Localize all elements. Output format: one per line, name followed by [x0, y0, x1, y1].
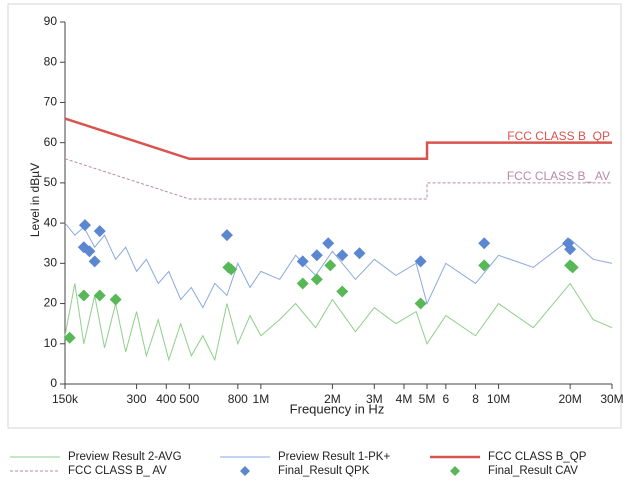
y-tick-label: 50 [44, 175, 58, 189]
legend-label: Preview Result 1-PK+ [278, 451, 390, 463]
legend-label: Final_Result QPK [278, 465, 370, 477]
data-point [78, 219, 91, 232]
y-tick-label: 60 [44, 135, 58, 149]
data-point [63, 331, 76, 344]
series-line [64, 117, 612, 161]
data-point [296, 277, 309, 290]
data-point [88, 255, 101, 268]
x-tick-label: 150k [52, 392, 79, 406]
series-line [64, 222, 613, 309]
data-point [478, 237, 491, 250]
data-point [77, 289, 90, 302]
y-tick-label: 80 [44, 54, 58, 68]
x-tick-label: 2M [324, 392, 341, 406]
x-tick-label: 30M [600, 392, 623, 406]
annotation: FCC CLASS B_QP [507, 129, 610, 143]
x-tick-label: 300 [127, 392, 147, 406]
y-tick-label: 0 [50, 376, 57, 390]
x-tick-label: 400 [156, 392, 176, 406]
data-point [109, 293, 122, 306]
legend-label: FCC CLASS B_QP [488, 451, 587, 463]
x-tick-label: 5M [419, 392, 436, 406]
data-point [220, 229, 233, 242]
series-line [64, 282, 613, 362]
x-tick-label: 3M [366, 392, 383, 406]
y-axis-title: Level in dBµV [28, 163, 42, 237]
data-point [564, 243, 577, 256]
x-tick-label: 4M [396, 392, 413, 406]
x-tick-label: 500 [179, 392, 199, 406]
data-point [336, 249, 349, 262]
x-tick-label: 10M [487, 392, 510, 406]
x-axis-title: Frequency in Hz [290, 401, 385, 416]
annotation: FCC CLASS B_ AV [507, 169, 610, 183]
data-point [336, 285, 349, 298]
data-point [414, 297, 427, 310]
y-tick-label: 10 [44, 336, 58, 350]
y-tick-label: 40 [44, 215, 58, 229]
data-point [296, 255, 309, 268]
legend-swatch [240, 466, 250, 476]
data-point [353, 247, 366, 260]
data-point [225, 263, 238, 276]
data-point [322, 237, 335, 250]
y-tick-label: 70 [44, 95, 58, 109]
x-tick-label: 800 [228, 392, 248, 406]
y-tick-label: 30 [44, 256, 58, 270]
data-point [414, 255, 427, 268]
series-line [64, 158, 612, 200]
data-point [310, 273, 323, 286]
data-point [566, 261, 579, 274]
data-point [93, 225, 106, 238]
x-tick-label: 20M [558, 392, 581, 406]
data-point [83, 245, 96, 258]
data-point [93, 289, 106, 302]
x-tick-label: 8 [472, 392, 479, 406]
data-point [478, 259, 491, 272]
x-tick-label: 6 [442, 392, 449, 406]
legend-label: Final_Result CAV [488, 465, 578, 477]
y-tick-label: 20 [44, 296, 58, 310]
x-tick-label: 1M [253, 392, 270, 406]
y-tick-label: 90 [44, 14, 58, 28]
legend-swatch [450, 466, 460, 476]
data-point [324, 259, 337, 272]
data-point [310, 249, 323, 262]
legend-label: FCC CLASS B_ AV [68, 465, 167, 477]
legend-label: Preview Result 2-AVG [68, 451, 182, 463]
chart-frame [7, 3, 622, 429]
